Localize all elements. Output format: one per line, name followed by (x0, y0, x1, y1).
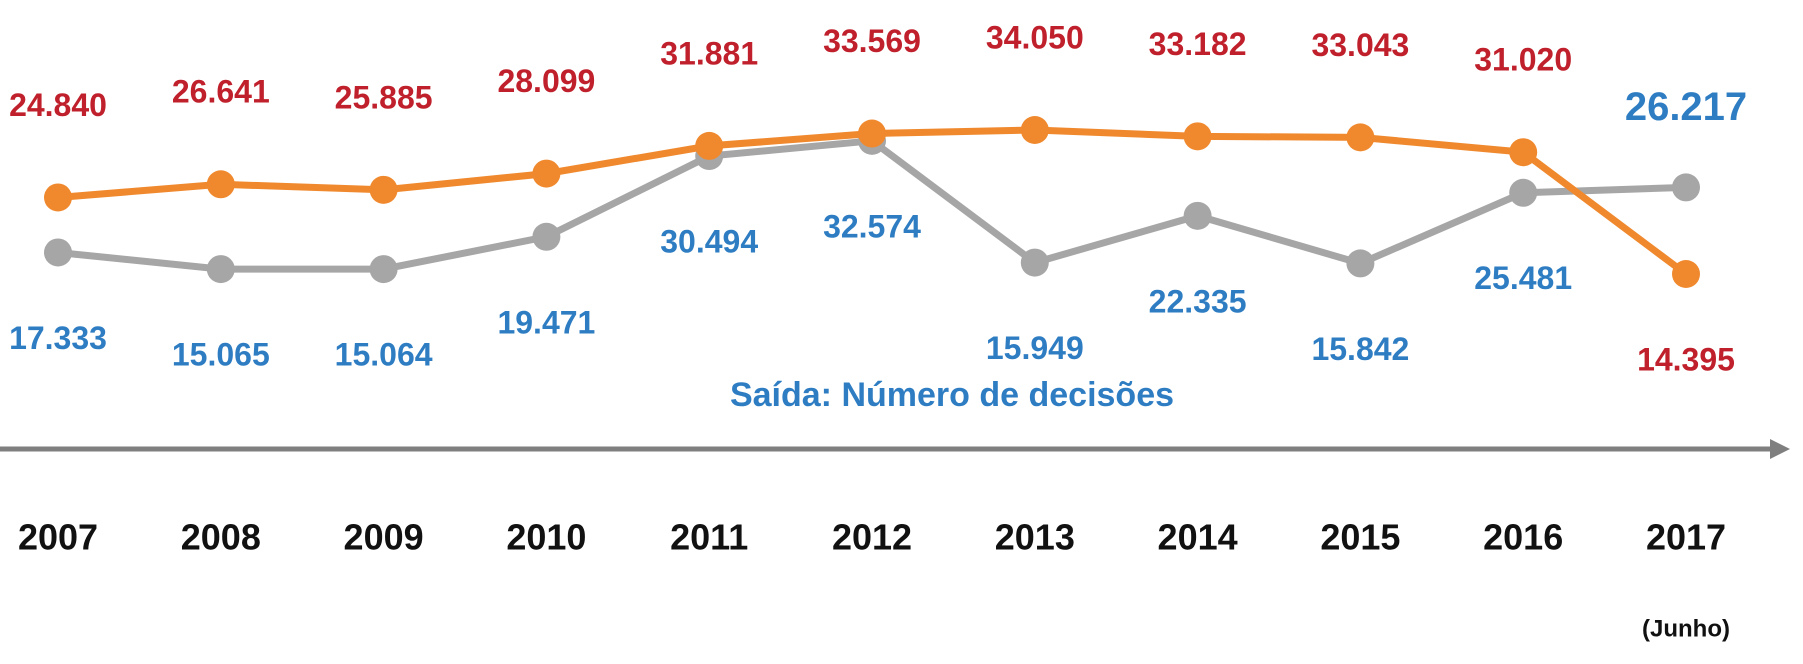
point (369, 175, 398, 204)
x-tick-label: 2014 (1158, 517, 1238, 558)
value-label: 14.395 (1637, 341, 1735, 377)
point (44, 183, 72, 212)
x-tick-label: 2013 (995, 517, 1075, 558)
point (858, 119, 886, 148)
value-label: 15.064 (335, 337, 433, 373)
point (1020, 116, 1049, 144)
x-tick-label: 2012 (832, 517, 912, 558)
point (369, 255, 398, 284)
value-label: 31.020 (1474, 42, 1572, 78)
value-label: 25.885 (335, 79, 433, 115)
point (1020, 248, 1049, 277)
point (1509, 178, 1538, 207)
point (1183, 122, 1212, 151)
point (1672, 173, 1700, 202)
point (44, 238, 72, 267)
value-label: 26.641 (172, 74, 270, 110)
value-label: 26.217 (1625, 85, 1747, 129)
x-tick-label: 2017 (1646, 517, 1726, 558)
x-tick-label: 2009 (344, 517, 424, 558)
point (695, 131, 724, 160)
point (1509, 138, 1538, 167)
value-label: 28.099 (497, 63, 595, 99)
value-label: 33.043 (1311, 27, 1409, 63)
value-label: 24.840 (9, 87, 107, 123)
point (206, 170, 235, 199)
series-name: Saída: Número de decisões (730, 376, 1174, 414)
x-tick-label: 2015 (1320, 517, 1400, 558)
x-tick-label: 2007 (18, 517, 98, 558)
value-label: 15.842 (1311, 331, 1409, 367)
point (206, 255, 235, 284)
value-label: 34.050 (986, 19, 1084, 55)
point (1672, 260, 1700, 288)
axis-arrow (1770, 439, 1790, 459)
point (1346, 123, 1375, 152)
series-line (57, 137, 1687, 273)
x-tick-label: 2008 (181, 517, 261, 558)
point (532, 222, 561, 251)
value-label: 33.182 (1149, 26, 1247, 62)
value-label: 30.494 (660, 224, 758, 260)
value-label: 19.471 (497, 304, 595, 340)
x-tick-label: 2016 (1483, 517, 1563, 558)
value-label: 15.949 (986, 330, 1084, 366)
value-label: 32.574 (823, 208, 921, 244)
x-tick-label: 2010 (506, 517, 586, 558)
point (532, 159, 561, 188)
point (1346, 249, 1375, 278)
x-tick-label: 2011 (670, 517, 748, 558)
category-note: (Junho) (1642, 615, 1730, 642)
value-label: 33.569 (823, 23, 921, 59)
value-label: 15.065 (172, 337, 270, 373)
value-label: 17.333 (9, 320, 107, 356)
point (1183, 201, 1212, 230)
value-label: 25.481 (1474, 260, 1572, 296)
value-label: 31.881 (660, 35, 758, 71)
value-label: 22.335 (1149, 283, 1247, 319)
